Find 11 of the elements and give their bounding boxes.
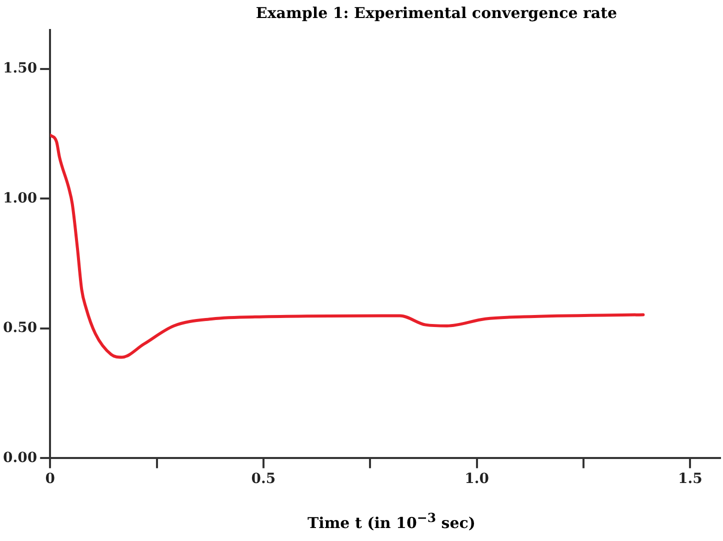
y-tick-label: 1.50 <box>2 60 38 77</box>
x-axis-title: Time t (in 10$^{−3}$ sec) <box>306 510 477 532</box>
x-tick-label: 0.5 <box>251 471 276 488</box>
y-tick-label: 1.00 <box>2 190 38 206</box>
x-tick-label: 1.5 <box>678 471 702 488</box>
y-tick-label: 0.50 <box>2 320 38 336</box>
x-tick-label: 0 <box>45 471 56 488</box>
line-series <box>50 134 645 359</box>
chart-title: Example 1: Experimental convergence rate <box>254 4 618 22</box>
y-tick-label: 0.00 <box>2 450 38 466</box>
x-tick-label: 1.0 <box>464 471 490 488</box>
